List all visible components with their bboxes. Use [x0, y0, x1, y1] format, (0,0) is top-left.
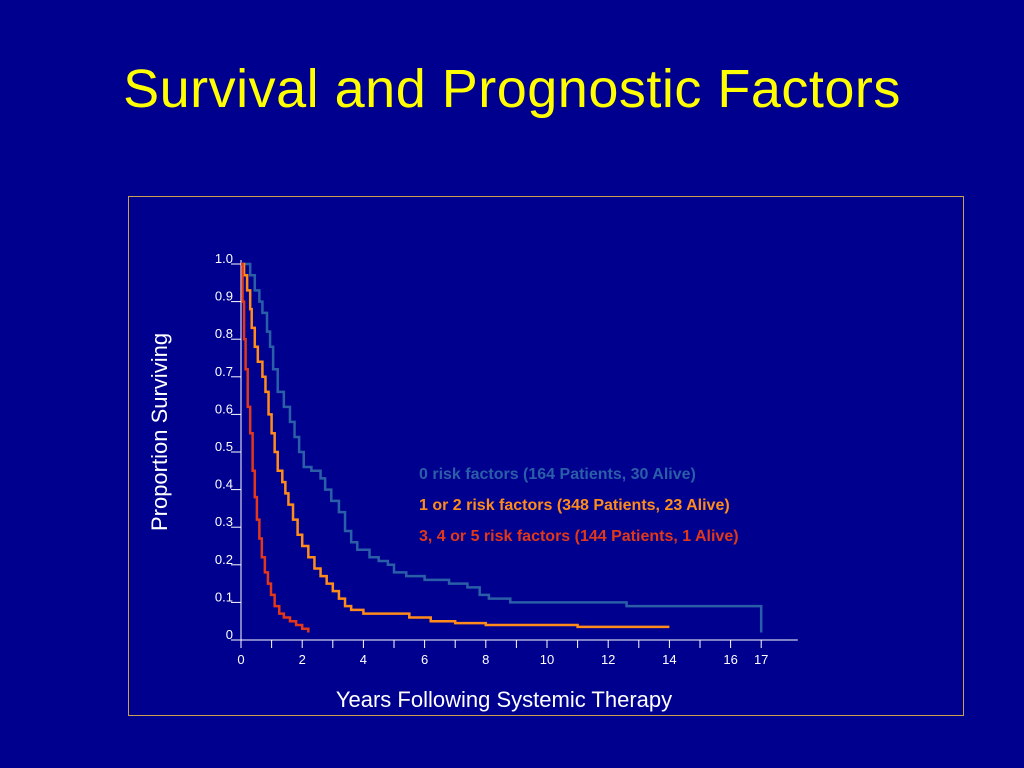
legend-entry-0: 0 risk factors (164 Patients, 30 Alive)	[419, 466, 696, 483]
series-line-1	[241, 262, 670, 629]
x-tick-label: 10	[540, 652, 554, 667]
x-tick-label: 8	[482, 652, 489, 667]
y-tick-label: 0.1	[215, 589, 233, 604]
y-tick-label: 0.3	[215, 514, 233, 529]
x-tick-label: 17	[754, 652, 768, 667]
y-tick-label: 0.6	[215, 401, 233, 416]
chart-legend: 0 risk factors (164 Patients, 30 Alive) 1…	[419, 466, 739, 545]
x-tick-label: 0	[237, 652, 244, 667]
y-tick-label: 0.9	[215, 289, 233, 304]
y-tick-label: 0	[226, 627, 233, 642]
x-tick-label: 6	[421, 652, 428, 667]
x-tick-label: 2	[299, 652, 306, 667]
x-tick-label: 16	[723, 652, 737, 667]
legend-entry-1: 1 or 2 risk factors (348 Patients, 23 Al…	[419, 497, 730, 514]
legend-entry-2: 3, 4 or 5 risk factors (144 Patients, 1 …	[419, 528, 739, 545]
x-tick-label: 12	[601, 652, 615, 667]
series-line-0	[241, 262, 763, 633]
chart-series	[241, 262, 763, 633]
y-tick-label: 1.0	[215, 251, 233, 266]
y-axis-title: Proportion Surviving	[147, 333, 172, 531]
y-tick-label: 0.2	[215, 552, 233, 567]
chart-axes: 0 0.1 0.2 0.3 0.4 0.5 0.6 0.7 0.8 0.9 1.0 0 2 4 6 8 10 12…	[215, 251, 798, 667]
slide-title: Survival and Prognostic Factors	[123, 59, 901, 119]
x-axis-title: Years Following Systemic Therapy	[336, 687, 672, 712]
y-tick-label: 0.5	[215, 439, 233, 454]
y-tick-label: 0.4	[215, 477, 233, 492]
series-line-2	[241, 262, 310, 633]
y-tick-label: 0.7	[215, 364, 233, 379]
y-tick-label: 0.8	[215, 326, 233, 341]
chart-frame: 0 0.1 0.2 0.3 0.4 0.5 0.6 0.7 0.8 0.9 1.0 0 2 4 6 8 10 12…	[128, 196, 964, 716]
x-tick-label: 4	[360, 652, 367, 667]
x-tick-label: 14	[662, 652, 676, 667]
survival-chart: 0 0.1 0.2 0.3 0.4 0.5 0.6 0.7 0.8 0.9 1.0 0 2 4 6 8 10 12…	[147, 251, 798, 712]
